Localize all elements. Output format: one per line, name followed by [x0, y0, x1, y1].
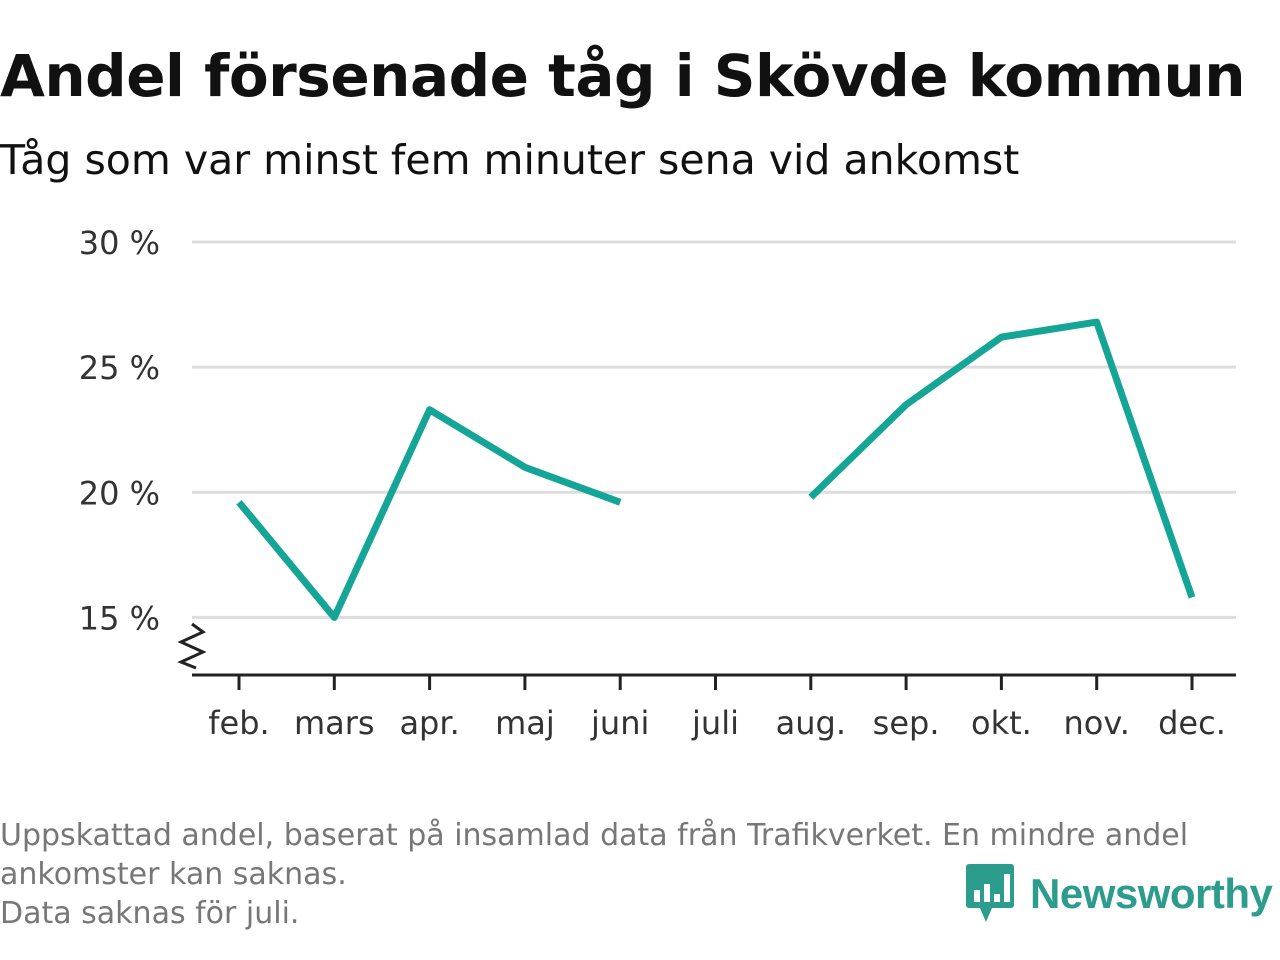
chart-subtitle: Tåg som var minst fem minuter sena vid a… [0, 136, 1020, 184]
line-chart: 15 % 20 % 25 % 30 % feb. mars apr. maj juni juli a… [79, 224, 1236, 742]
x-tick-label: juli [691, 704, 739, 742]
chart-title: Andel försenade tåg i Skövde kommun [0, 42, 1246, 110]
y-tick-label: 25 % [79, 349, 160, 387]
x-tick-label: juni [590, 704, 649, 742]
footnotes: Uppskattad andel, baserat på insamlad da… [0, 816, 1270, 933]
footnote-line: Data saknas för juli. [0, 896, 300, 931]
x-tick-label: aug. [776, 704, 846, 742]
footnote-line: ankomster kan saknas. [0, 857, 347, 892]
x-tick-label: mars [294, 704, 375, 742]
x-tick-label: sep. [873, 704, 940, 742]
series-line [808, 318, 1196, 599]
y-tick-label: 20 % [79, 474, 160, 512]
footnote-line: Uppskattad andel, baserat på insamlad da… [0, 818, 1189, 853]
x-tick-label: nov. [1063, 704, 1129, 742]
x-tick-label: apr. [399, 704, 459, 742]
brand-logo: Newsworthy [966, 864, 1273, 924]
brand-name: Newsworthy [1030, 870, 1273, 917]
y-tick-label: 15 % [79, 599, 160, 637]
bar-chart-speech-bubble-icon [966, 864, 1014, 922]
x-tick-label: feb. [208, 704, 269, 742]
x-tick-label: okt. [971, 704, 1032, 742]
x-tick-label: dec. [1158, 704, 1226, 742]
axis-break-icon [177, 622, 207, 670]
y-tick-label: 30 % [79, 224, 160, 262]
series-line [236, 406, 622, 621]
x-tick-label: maj [495, 704, 555, 742]
